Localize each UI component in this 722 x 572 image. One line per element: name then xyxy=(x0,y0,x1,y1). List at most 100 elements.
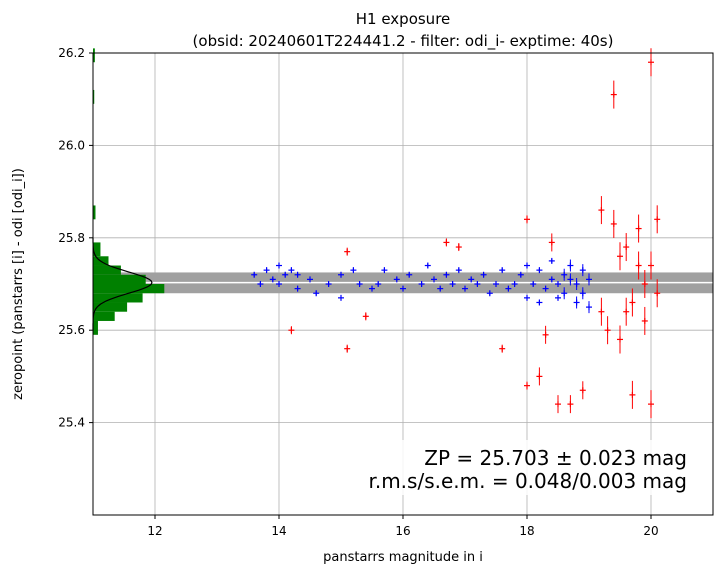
histogram-bar xyxy=(93,242,101,257)
rejected-point xyxy=(635,214,642,243)
histogram-bar xyxy=(93,274,146,284)
used-point xyxy=(474,281,481,287)
rejected-point xyxy=(344,247,351,256)
y-tick-label: 25.6 xyxy=(58,323,85,337)
used-point xyxy=(561,268,568,281)
used-point xyxy=(282,271,289,278)
used-point xyxy=(350,267,357,274)
x-tick-label: 20 xyxy=(643,524,658,538)
used-point xyxy=(369,285,375,292)
used-point xyxy=(561,287,568,300)
rejected-point xyxy=(288,326,295,335)
histogram-bar xyxy=(93,293,143,303)
used-point xyxy=(431,276,437,283)
used-point xyxy=(493,281,499,287)
rejected-point xyxy=(629,288,636,317)
rejected-point xyxy=(629,380,636,409)
used-point xyxy=(375,281,382,287)
used-point xyxy=(462,285,468,292)
rejected-point xyxy=(610,209,617,238)
chart-title-line-1: H1 exposure xyxy=(356,10,451,28)
used-point xyxy=(418,281,425,287)
annotation-rms: r.m.s/s.e.m. = 0.048/0.003 mag xyxy=(368,469,687,493)
used-point xyxy=(455,267,462,274)
used-point xyxy=(338,271,344,278)
rejected-point xyxy=(654,205,661,234)
used-point xyxy=(251,271,258,278)
used-point xyxy=(338,294,344,301)
used-point xyxy=(579,287,586,300)
used-point xyxy=(381,267,388,274)
used-point xyxy=(573,278,580,290)
used-point xyxy=(393,276,400,283)
used-point xyxy=(579,264,586,277)
y-tick-label: 26.2 xyxy=(58,46,85,60)
rejected-point xyxy=(443,238,450,247)
used-point xyxy=(480,271,487,278)
x-tick-label: 16 xyxy=(395,524,410,538)
used-point xyxy=(586,301,592,314)
used-point xyxy=(257,281,264,287)
histogram-bar xyxy=(93,48,95,63)
rejected-point xyxy=(610,80,617,109)
rejected-point xyxy=(542,325,549,344)
used-point xyxy=(548,276,555,283)
annotation-zp: ZP = 25.703 ± 0.023 mag xyxy=(424,446,687,470)
gaussian-fit-curve xyxy=(92,237,153,331)
x-tick-label: 18 xyxy=(519,524,534,538)
rejected-point xyxy=(635,251,642,280)
used-point xyxy=(542,285,549,292)
used-point xyxy=(313,290,320,297)
y-axis-label: zeropoint (panstarrs [i] - odi [odi_i]) xyxy=(11,168,26,400)
used-point xyxy=(530,281,537,287)
used-point xyxy=(524,262,530,269)
used-point xyxy=(276,262,282,269)
used-point xyxy=(468,276,475,283)
rejected-point xyxy=(579,381,586,400)
used-point xyxy=(567,259,574,272)
x-axis-label: panstarrs magnitude in i xyxy=(323,550,483,565)
used-point xyxy=(294,271,301,278)
used-point xyxy=(325,281,332,287)
used-point xyxy=(511,281,518,287)
used-point xyxy=(524,294,530,301)
used-point xyxy=(536,267,543,274)
y-tick-label: 25.8 xyxy=(58,231,85,245)
used-point xyxy=(499,267,506,274)
rejected-point xyxy=(654,279,661,308)
ticks: 12 14 16 18 20 25.4 25.6 25.8 26.0 26.2 xyxy=(58,46,658,538)
rejected-point xyxy=(524,215,530,224)
rejected-point xyxy=(499,344,506,353)
rejected-point xyxy=(641,270,648,298)
used-point xyxy=(555,294,561,301)
used-point xyxy=(424,262,431,269)
rejected-point xyxy=(344,344,351,353)
rejected-point xyxy=(641,306,648,335)
used-point xyxy=(505,285,512,292)
used-point xyxy=(486,290,493,297)
x-tick-label: 12 xyxy=(147,524,162,538)
rejected-point xyxy=(648,48,654,77)
used-point xyxy=(263,267,270,274)
histogram-bar xyxy=(93,89,95,104)
used-point xyxy=(288,267,295,274)
annotation-box xyxy=(348,440,698,495)
rejected-point xyxy=(598,297,605,326)
used-point xyxy=(573,296,580,309)
chart-title-line-2: (obsid: 20240601T224441.2 - filter: odi_… xyxy=(193,32,614,51)
histogram xyxy=(92,48,165,335)
used-point xyxy=(276,281,282,287)
used-point xyxy=(437,285,444,292)
rejected-point xyxy=(536,367,543,386)
histogram-bar xyxy=(93,311,115,321)
used-point xyxy=(294,285,301,292)
rejected-point xyxy=(648,251,654,280)
rejected-point xyxy=(617,242,623,271)
y-tick-label: 26.0 xyxy=(58,138,85,152)
rejected-point xyxy=(623,297,630,326)
used-point xyxy=(517,271,524,278)
used-point xyxy=(400,285,406,292)
used-point xyxy=(307,276,313,283)
used-point xyxy=(356,281,363,287)
